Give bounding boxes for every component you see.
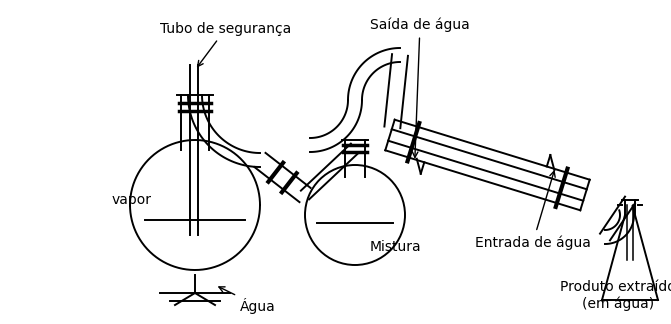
Text: vapor: vapor bbox=[112, 193, 152, 207]
Text: Entrada de água: Entrada de água bbox=[475, 171, 591, 249]
Text: Água: Água bbox=[219, 287, 276, 314]
Text: Mistura: Mistura bbox=[370, 240, 421, 254]
Text: Produto extraído
(em água): Produto extraído (em água) bbox=[560, 280, 671, 311]
Text: Saída de água: Saída de água bbox=[370, 18, 470, 157]
Text: Tubo de segurança: Tubo de segurança bbox=[160, 22, 291, 66]
